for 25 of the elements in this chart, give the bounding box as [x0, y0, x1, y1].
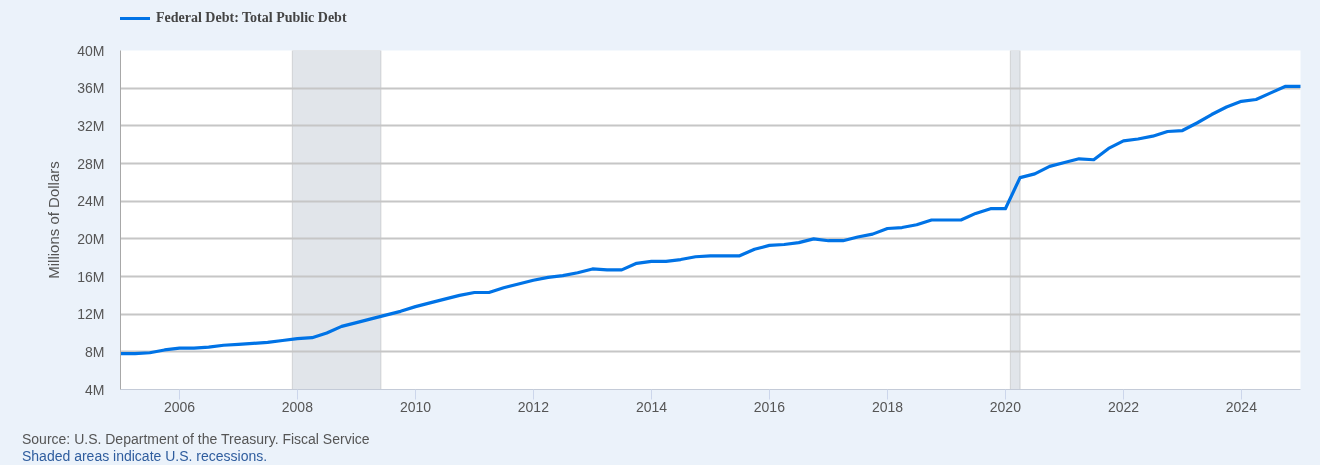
text: Shaded areas indicate U.S. recessions.: [22, 448, 268, 465]
y-tick-label: 32M: [77, 117, 105, 134]
y-axis-title: Millions of Dollars: [45, 161, 63, 279]
y-tick-label: 40M: [77, 42, 105, 59]
line-series: [120, 84, 1301, 356]
legend-label: Federal Debt: Total Public Debt: [156, 10, 347, 26]
x-tick-label: 2018: [871, 398, 904, 415]
y-tick-label: 4M: [85, 381, 105, 398]
x-tick-label: 2012: [517, 398, 550, 415]
y-tick-label: 24M: [77, 193, 105, 210]
x-tick-label: 2024: [1225, 398, 1258, 415]
y-tick-label: 16M: [77, 268, 105, 285]
x-tick-label: 2006: [163, 398, 196, 415]
y-tick-label: 8M: [85, 343, 105, 360]
y-tick-label: 20M: [77, 230, 105, 247]
x-tick-label: 2008: [281, 398, 314, 415]
x-tick-label: 2022: [1107, 398, 1140, 415]
source-note: Source: U.S. Department of the Treasury. Fiscal Service: [22, 431, 370, 448]
x-tick-label: 2014: [635, 398, 668, 415]
y-tick-label: 36M: [77, 80, 105, 97]
x-tick-label: 2010: [399, 398, 432, 415]
x-tick-label: 2020: [989, 398, 1022, 415]
y-tick-label: 28M: [77, 155, 105, 172]
y-tick-label: 12M: [77, 306, 105, 323]
x-tick-label: 2016: [753, 398, 786, 415]
